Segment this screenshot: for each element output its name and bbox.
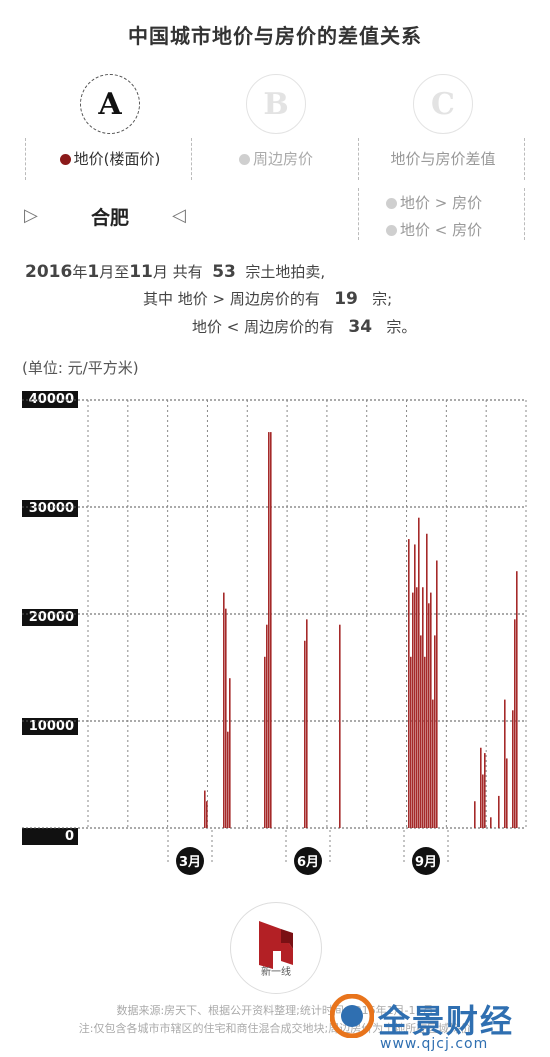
unit-label: (单位: 元/平方米) (22, 359, 139, 377)
month-marker-circle (294, 847, 322, 875)
bar (410, 656, 412, 828)
next-city-arrow-icon[interactable]: ◁ (172, 205, 186, 226)
bar (506, 758, 508, 828)
summary-line-2: 其中 地价 > 周边房价的有 19 宗; (143, 289, 393, 309)
tab-a-button[interactable]: A (80, 74, 140, 134)
divider (358, 138, 359, 180)
bar (436, 560, 438, 828)
y-tick-label: 10000 (22, 718, 78, 735)
y-tick-label: 20000 (22, 609, 78, 626)
watermark-url: www.qjcj.com (380, 1036, 489, 1052)
summary-line-3: 地价 < 周边房价的有 34 宗。 (192, 317, 417, 337)
bar (304, 640, 306, 828)
bar (484, 753, 486, 828)
divider (524, 188, 525, 240)
bar (225, 608, 227, 828)
tab-b-button[interactable]: B (246, 74, 306, 134)
bar (432, 699, 434, 828)
grey-dot-icon (238, 154, 250, 165)
bar (408, 539, 410, 828)
month-marker-circle (176, 847, 204, 875)
brand-logo: 新一线 (230, 902, 322, 994)
footnote: 注:仅包含各城市市辖区的住宅和商住混合成交地块;周边房价为土地所在区域均价 (78, 1022, 472, 1035)
tab-a-label[interactable]: 地价(楼面价) (25, 148, 195, 169)
tab-c-label[interactable]: 地价与房价差值 (390, 150, 496, 168)
bar (428, 603, 430, 828)
bar (482, 774, 484, 828)
bar-chart: 3月 6月 9月 (22, 399, 527, 875)
bar (264, 656, 266, 828)
brand-mark-icon (259, 921, 293, 969)
bar (414, 544, 416, 828)
prev-city-arrow-icon[interactable]: ▷ (24, 205, 38, 226)
bar (430, 592, 432, 828)
divider (25, 138, 26, 180)
bar (504, 699, 506, 828)
bar (223, 592, 225, 828)
bar (270, 432, 272, 828)
bar (266, 624, 268, 828)
month-marker-label: 3月 (179, 855, 201, 870)
tab-c-button[interactable]: C (413, 74, 473, 134)
page-title: 中国城市地价与房价的差值关系 (128, 24, 422, 48)
y-tick-label: 0 (22, 828, 78, 845)
bar (412, 592, 414, 828)
divider (358, 188, 359, 240)
month-marker-label: 9月 (415, 855, 437, 870)
grey-dot-icon (386, 225, 397, 236)
bar (480, 747, 482, 828)
brand-logo-text: 新一线 (261, 967, 291, 978)
bar (514, 619, 516, 828)
bar (418, 517, 420, 828)
bar (306, 619, 308, 828)
bar (268, 432, 270, 828)
bar (204, 790, 206, 828)
month-marker-circle (412, 847, 440, 875)
bar (206, 801, 208, 828)
divider (191, 138, 192, 180)
divider (524, 138, 525, 180)
y-tick-label: 30000 (22, 500, 78, 517)
summary-line-1: 2016年1月至11月 共有 53 宗土地拍卖, (25, 262, 326, 282)
bar (498, 795, 500, 828)
bar (424, 656, 426, 828)
bar (416, 587, 418, 828)
bar (490, 817, 492, 828)
month-marker-label: 6月 (297, 855, 319, 870)
red-dot-icon (59, 154, 71, 165)
grey-dot-icon (386, 198, 397, 209)
legend-land-gt-house: 地价 > 房价 (386, 192, 482, 213)
city-name: 合肥 (90, 207, 129, 229)
bar (227, 731, 229, 828)
bar (516, 571, 518, 828)
bar (339, 624, 341, 828)
bar (512, 710, 514, 828)
bar (422, 587, 424, 828)
bar (474, 801, 476, 828)
watermark-logo-icon (330, 994, 374, 1038)
legend-land-lt-house: 地价 < 房价 (386, 219, 482, 240)
bar (426, 533, 428, 828)
bar (420, 635, 422, 828)
tab-b-label[interactable]: 周边房价 (191, 148, 361, 169)
bar (434, 635, 436, 828)
bar (229, 678, 231, 828)
watermark-name: 全景财经 (378, 1002, 515, 1040)
